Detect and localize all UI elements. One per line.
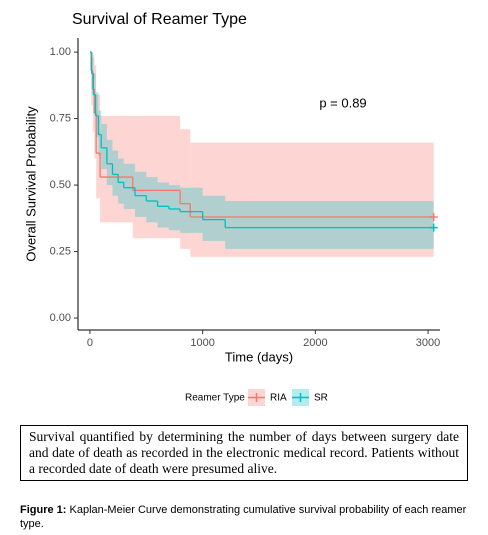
censor-mark [429,212,438,221]
legend-symbol [248,393,265,402]
x-tick-label: 1000 [190,337,214,349]
annotation: p = 0.89 [319,95,366,110]
x-tick-label: 0 [87,337,93,349]
confidence-band [225,201,434,249]
note: Survival quantified by determining the n… [20,425,468,481]
confidence-band [132,115,181,239]
confidence-band [168,185,181,231]
figure-label: Figure 1: [20,504,67,516]
confidence-band [202,195,226,241]
confidence-band [118,158,124,204]
y-tick-label: 0.50 [50,179,71,191]
x-tick-label: 3000 [416,337,440,349]
confidence-band [112,150,119,196]
legend-symbol [292,393,309,402]
figure-text: Kaplan-Meier Curve demonstrating cumulat… [20,504,467,530]
y-tick-label: 0.00 [50,312,71,324]
confidence-band [157,182,169,228]
confidence-band [180,129,191,249]
confidence-band [91,52,93,106]
confidence-band [98,110,102,156]
legend-label: SR [314,393,328,404]
censor-mark [429,223,438,232]
confidence-band [100,115,133,223]
confidence-band [135,171,147,217]
x-tick-label: 2000 [303,337,327,349]
confidence-band [123,163,136,209]
confidence-band [106,139,113,186]
confidence-band [101,123,107,170]
y-tick-label: 1.00 [50,46,71,58]
legend-label: RIA [270,393,287,404]
y-axis-label: Overall Survival Probability [23,106,38,262]
legend-title: Reamer Type [185,393,245,404]
confidence-band [96,94,101,199]
confidence-band [146,177,158,223]
figure-caption: Figure 1: Kaplan-Meier Curve demonstrati… [20,503,470,531]
confidence-band [180,187,203,233]
y-tick-label: 0.25 [50,245,71,257]
chart-title: Survival of Reamer Type [72,11,247,28]
y-tick-label: 0.75 [50,112,71,124]
confidence-band [95,91,99,138]
x-axis-label: Time (days) [225,349,293,364]
chart: Survival of Reamer Type Time (days) Over… [23,11,440,406]
confidence-band [190,142,434,257]
